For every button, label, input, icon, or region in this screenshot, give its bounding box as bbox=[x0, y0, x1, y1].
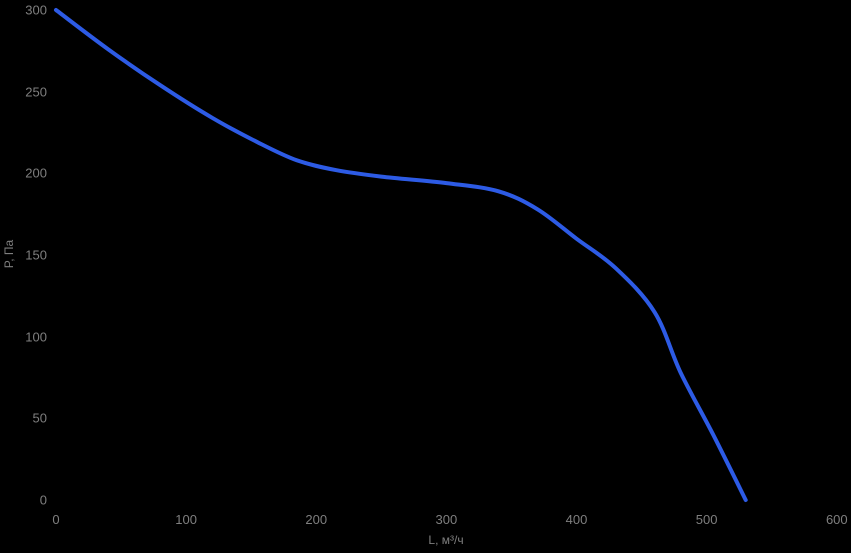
y-tick-label: 50 bbox=[32, 410, 47, 426]
fan-curve-line bbox=[54, 8, 748, 502]
y-tick-label: 300 bbox=[25, 2, 47, 18]
x-tick-label: 500 bbox=[695, 512, 718, 527]
x-tick-label: 0 bbox=[52, 512, 60, 527]
y-axis-title: P, Па bbox=[2, 239, 16, 269]
x-tick-label: 300 bbox=[435, 512, 458, 527]
y-tick-label: 200 bbox=[25, 165, 47, 181]
y-tick-label: 150 bbox=[25, 247, 47, 263]
x-tick-label: 100 bbox=[175, 512, 197, 527]
x-tick-label: 200 bbox=[305, 512, 328, 527]
x-axis-title: L, м³/ч bbox=[428, 533, 464, 547]
y-tick-label: 0 bbox=[39, 492, 47, 508]
x-tick-label: 400 bbox=[565, 512, 588, 527]
y-tick-label: 250 bbox=[25, 84, 47, 100]
y-tick-label: 100 bbox=[25, 329, 47, 345]
x-tick-label: 600 bbox=[825, 512, 848, 527]
